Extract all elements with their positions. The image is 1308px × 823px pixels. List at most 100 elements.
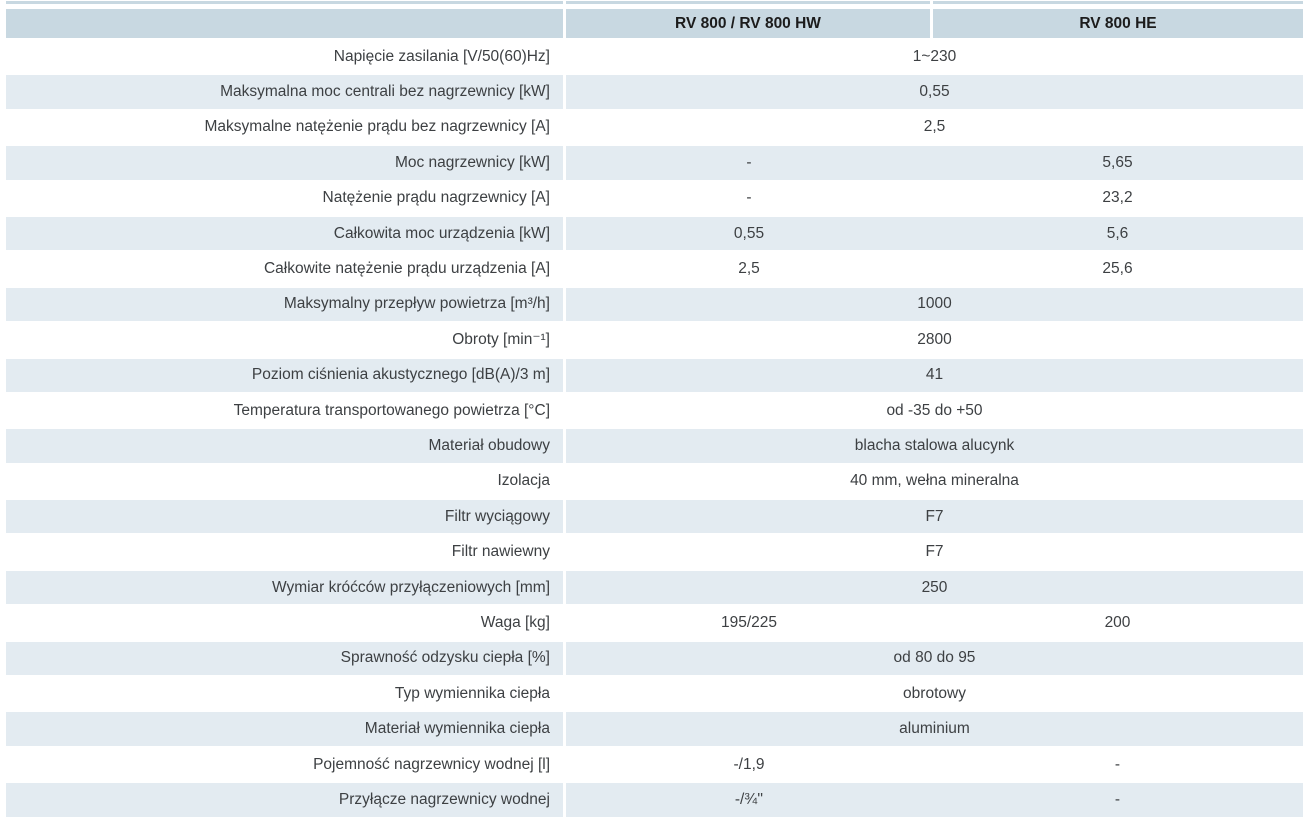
table-row: Wymiar króćców przyłączeniowych [mm] 250: [6, 570, 1303, 605]
row-value-span: F7: [566, 535, 1303, 569]
row-value-col2: 23,2: [932, 181, 1303, 215]
row-values: od -35 do +50: [566, 393, 1303, 428]
table-body: Napięcie zasilania [V/50(60)Hz] 1~230 Maks…: [6, 40, 1303, 817]
table-row: Natężenie prądu nagrzewnicy [A] -23,2: [6, 181, 1303, 215]
row-values: 195/225 200: [566, 606, 1303, 640]
row-value-span: 40 mm, wełna mineralna: [566, 464, 1303, 499]
header-spacer-cell: [6, 9, 563, 38]
row-value-span: 2,5: [566, 110, 1303, 145]
row-values: -23,2: [566, 181, 1303, 215]
row-label: Pojemność nagrzewnicy wodnej [l]: [6, 747, 563, 782]
column-header-rv800he: RV 800 HE: [933, 9, 1303, 38]
row-label: Natężenie prądu nagrzewnicy [A]: [6, 181, 563, 215]
row-label: Wymiar króćców przyłączeniowych [mm]: [6, 570, 563, 605]
table-row: Obroty [min⁻¹] 2800: [6, 323, 1303, 357]
row-value-col2: 200: [932, 606, 1303, 640]
table-row: Maksymalne natężenie prądu bez nagrzewni…: [6, 110, 1303, 145]
row-label: Maksymalne natężenie prądu bez nagrzewni…: [6, 110, 563, 145]
row-value-col2: -: [932, 747, 1303, 782]
row-value-span: od 80 do 95: [566, 641, 1303, 676]
row-values: -5,65: [566, 146, 1303, 180]
row-label: Maksymalna moc centrali bez nagrzewnicy …: [6, 75, 563, 109]
row-label: Całkowite natężenie prądu urządzenia [A]: [6, 252, 563, 286]
row-label: Temperatura transportowanego powietrza […: [6, 393, 563, 428]
row-label: Waga [kg]: [6, 606, 563, 640]
row-value-col2: -: [932, 783, 1303, 817]
row-value-col1: -: [566, 181, 932, 215]
row-value-span: 1~230: [566, 40, 1303, 74]
table-row: Całkowita moc urządzenia [kW] 0,55 5,6: [6, 216, 1303, 251]
row-value-col1: 0,55: [566, 216, 932, 251]
row-value-col2: 25,6: [932, 252, 1303, 286]
spec-table: RV 800 / RV 800 HW RV 800 HE Napięcie za…: [6, 1, 1303, 819]
row-value-span: od -35 do +50: [566, 393, 1303, 428]
row-value-span: 1000: [566, 287, 1303, 322]
row-values: 0,55 5,6: [566, 216, 1303, 251]
row-label: Izolacja: [6, 464, 563, 499]
row-label: Typ wymiennika ciepła: [6, 677, 563, 711]
table-row: Typ wymiennika ciepła obrotowy: [6, 677, 1303, 711]
row-values: 0,55: [566, 75, 1303, 109]
table-row: Temperatura transportowanego powietrza […: [6, 393, 1303, 428]
row-values: F7: [566, 535, 1303, 569]
row-values: 2,5: [566, 110, 1303, 145]
table-row: Maksymalna moc centrali bez nagrzewnicy …: [6, 75, 1303, 109]
row-values: 2,5 25,6: [566, 252, 1303, 286]
row-label: Sprawność odzysku ciepła [%]: [6, 641, 563, 676]
row-value-span: 250: [566, 570, 1303, 605]
row-value-span: 0,55: [566, 75, 1303, 109]
table-row: Pojemność nagrzewnicy wodnej [l] -/1,9-: [6, 747, 1303, 782]
row-label: Przyłącze nagrzewnicy wodnej: [6, 783, 563, 817]
table-row: Filtr nawiewny F7: [6, 535, 1303, 569]
table-row: Waga [kg] 195/225 200: [6, 606, 1303, 640]
row-label: Napięcie zasilania [V/50(60)Hz]: [6, 40, 563, 74]
table-row: Materiał wymiennika ciepła aluminium: [6, 712, 1303, 746]
table-row: Napięcie zasilania [V/50(60)Hz] 1~230: [6, 40, 1303, 74]
top-rule-col2-segment: [933, 1, 1303, 4]
row-value-span: blacha stalowa alucynk: [566, 429, 1303, 463]
row-label: Filtr wyciągowy: [6, 500, 563, 534]
table-row: Moc nagrzewnicy [kW] -5,65: [6, 146, 1303, 180]
table-row: Poziom ciśnienia akustycznego [dB(A)/3 m…: [6, 358, 1303, 392]
row-value-span: aluminium: [566, 712, 1303, 746]
row-values: 40 mm, wełna mineralna: [566, 464, 1303, 499]
column-header-rv800-rv800hw: RV 800 / RV 800 HW: [566, 9, 930, 38]
row-label: Materiał wymiennika ciepła: [6, 712, 563, 746]
row-values: 250: [566, 570, 1303, 605]
row-values: 2800: [566, 323, 1303, 357]
table-row: Izolacja 40 mm, wełna mineralna: [6, 464, 1303, 499]
row-value-span: obrotowy: [566, 677, 1303, 711]
row-values: 1000: [566, 287, 1303, 322]
row-value-col1: -/1,9: [566, 747, 932, 782]
row-label: Obroty [min⁻¹]: [6, 323, 563, 357]
table-row: Maksymalny przepływ powietrza [m³/h] 1000: [6, 287, 1303, 322]
table-row: Całkowite natężenie prądu urządzenia [A]…: [6, 252, 1303, 286]
row-values: -/¾'' -: [566, 783, 1303, 817]
table-header-row: RV 800 / RV 800 HW RV 800 HE: [6, 9, 1303, 38]
row-values: blacha stalowa alucynk: [566, 429, 1303, 463]
row-value-col2: 5,6: [932, 216, 1303, 251]
row-label: Poziom ciśnienia akustycznego [dB(A)/3 m…: [6, 358, 563, 392]
row-value-col1: -: [566, 146, 932, 180]
row-value-span: 2800: [566, 323, 1303, 357]
row-values: 1~230: [566, 40, 1303, 74]
top-rule-col1-segment: [566, 1, 930, 4]
row-values: -/1,9-: [566, 747, 1303, 782]
row-label: Maksymalny przepływ powietrza [m³/h]: [6, 287, 563, 322]
table-row: Materiał obudowy blacha stalowa alucynk: [6, 429, 1303, 463]
row-label: Filtr nawiewny: [6, 535, 563, 569]
top-rule-label-segment: [6, 1, 563, 4]
row-value-col2: 5,65: [932, 146, 1303, 180]
row-label: Moc nagrzewnicy [kW]: [6, 146, 563, 180]
table-top-rule: [6, 1, 1303, 4]
row-values: obrotowy: [566, 677, 1303, 711]
row-label: Materiał obudowy: [6, 429, 563, 463]
row-values: F7: [566, 500, 1303, 534]
row-values: aluminium: [566, 712, 1303, 746]
row-value-span: F7: [566, 500, 1303, 534]
row-value-col1: 195/225: [566, 606, 932, 640]
row-label: Całkowita moc urządzenia [kW]: [6, 216, 563, 251]
row-values: 41: [566, 358, 1303, 392]
row-values: od 80 do 95: [566, 641, 1303, 676]
row-value-span: 41: [566, 358, 1303, 392]
